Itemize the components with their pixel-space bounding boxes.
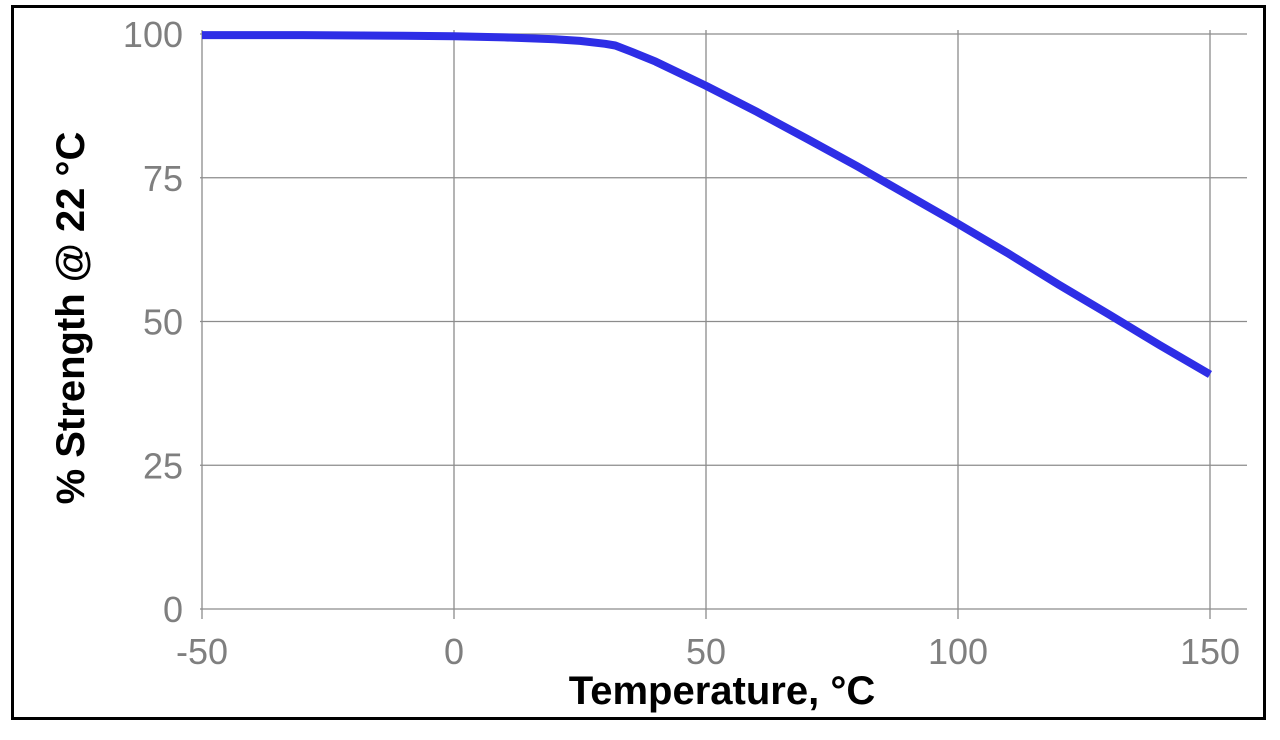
y-tick-label: 0 — [163, 589, 183, 630]
chart-frame: 0 25 50 75 100 -50 0 50 100 150 Temperature, °C %… — [11, 5, 1266, 720]
x-tick-label: -50 — [176, 631, 228, 672]
grid — [200, 30, 1247, 619]
x-tick-label: 100 — [928, 631, 988, 672]
y-tick-label: 75 — [143, 158, 183, 199]
series-line — [202, 31, 1213, 378]
series-layer — [202, 31, 1213, 378]
y-tick-label: 50 — [143, 302, 183, 343]
y-tick-label: 100 — [123, 14, 183, 55]
x-tick-label: 150 — [1180, 631, 1240, 672]
x-tick-label: 0 — [444, 631, 464, 672]
y-axis-title: % Strength @ 22 °C — [49, 132, 93, 505]
y-tick-label: 25 — [143, 445, 183, 486]
x-tick-label: 50 — [686, 631, 726, 672]
x-axis-title: Temperature, °C — [569, 669, 875, 713]
